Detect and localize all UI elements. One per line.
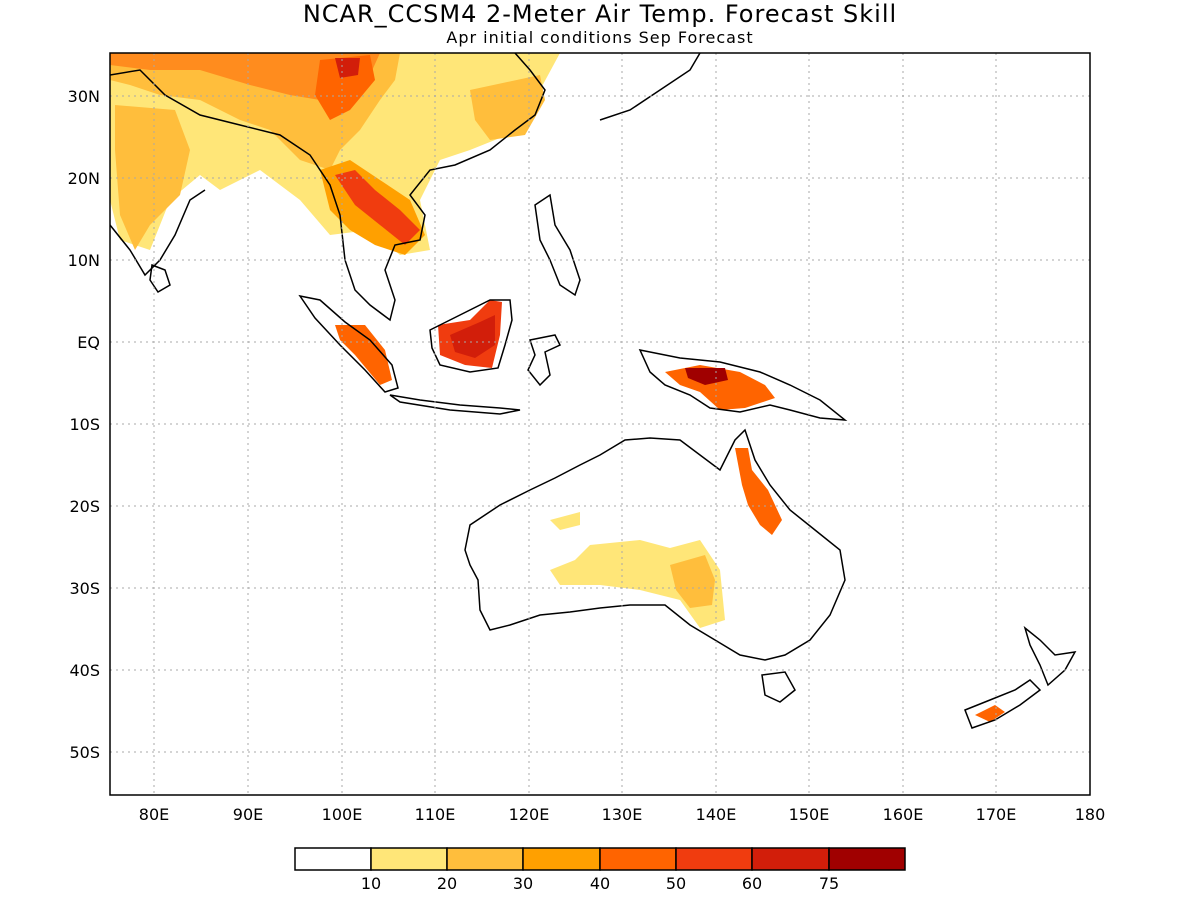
- skill-region-australia: [550, 512, 725, 628]
- colorbar-label: 50: [666, 874, 686, 893]
- lat-label: 20S: [69, 497, 100, 516]
- skill-region-tibet-core: [335, 58, 360, 78]
- coastline-asia: [110, 53, 546, 322]
- colorbar-swatch: [599, 847, 677, 871]
- coastline-new-zealand-north: [1023, 625, 1077, 687]
- lon-axis: 80E 90E 100E 110E 120E 130E 140E 150E 16…: [139, 805, 1106, 824]
- coastline-japan: [599, 53, 701, 121]
- lat-label: 10S: [69, 415, 100, 434]
- coastline-philippines: [534, 193, 581, 297]
- colorbar-swatch: [370, 847, 448, 871]
- lat-label: 10N: [68, 251, 100, 270]
- skill-region-indochina-core: [335, 170, 420, 245]
- colorbar-label: 30: [513, 874, 533, 893]
- colorbar-swatch: [675, 847, 753, 871]
- colorbar-swatch: [522, 847, 601, 871]
- map-plot-area: [110, 53, 1090, 795]
- lon-label: 80E: [139, 805, 169, 824]
- lon-label: 180: [1075, 805, 1106, 824]
- skill-region-sumatra: [335, 325, 392, 385]
- colorbar-swatch: [294, 847, 372, 871]
- gridlines: [110, 53, 1090, 795]
- skill-shading: [110, 53, 1005, 722]
- map-subtitle: Apr initial conditions Sep Forecast: [446, 28, 754, 47]
- lat-axis: 30N 20N 10N EQ 10S 20S 30S 40S 50S: [68, 87, 100, 762]
- colorbar-label: 20: [437, 874, 457, 893]
- lon-label: 130E: [602, 805, 643, 824]
- skill-region-china-east: [470, 75, 545, 140]
- map-title: NCAR_CCSM4 2-Meter Air Temp. Forecast Sk…: [302, 0, 898, 28]
- lat-label: 40S: [69, 661, 100, 680]
- coastline-sri-lanka: [149, 263, 171, 294]
- lon-label: 90E: [233, 805, 263, 824]
- lat-label: 30N: [68, 87, 100, 106]
- coastline-sumatra: [298, 294, 399, 393]
- lon-label: 170E: [976, 805, 1017, 824]
- colorbar-swatch: [446, 847, 524, 871]
- lat-label: 20N: [68, 169, 100, 188]
- coastline-new-zealand-south: [964, 679, 1042, 729]
- skill-region-asia-high: [110, 53, 380, 100]
- skill-region-new-guinea-core: [685, 368, 728, 385]
- coastline-java: [389, 394, 521, 415]
- map-frame: [109, 52, 1091, 796]
- colorbar-swatch: [828, 847, 906, 871]
- skill-region-queensland: [735, 448, 782, 535]
- skill-region-tibet: [315, 55, 375, 120]
- coastline-australia: [464, 428, 846, 661]
- lat-label: EQ: [77, 333, 100, 352]
- coastline-new-guinea: [638, 348, 848, 421]
- colorbar-label: 40: [590, 874, 610, 893]
- lon-label: 150E: [789, 805, 830, 824]
- colorbar: 10 20 30 40 50 60 75: [294, 847, 906, 893]
- lon-label: 120E: [509, 805, 550, 824]
- lon-label: 160E: [883, 805, 924, 824]
- lon-label: 110E: [415, 805, 456, 824]
- skill-region-australia-mid: [670, 555, 715, 608]
- colorbar-swatch: [751, 847, 830, 871]
- lat-label: 50S: [69, 743, 100, 762]
- coastline-borneo: [429, 299, 513, 373]
- colorbar-label: 60: [742, 874, 762, 893]
- skill-region-new-zealand: [975, 705, 1005, 722]
- lon-label: 140E: [696, 805, 737, 824]
- coastline-tasmania: [761, 671, 796, 703]
- colorbar-label: 10: [361, 874, 381, 893]
- skill-region-borneo-core: [450, 315, 495, 358]
- lon-label: 100E: [322, 805, 363, 824]
- colorbar-label: 75: [819, 874, 839, 893]
- coastline-sulawesi: [527, 334, 562, 387]
- lat-label: 30S: [69, 579, 100, 598]
